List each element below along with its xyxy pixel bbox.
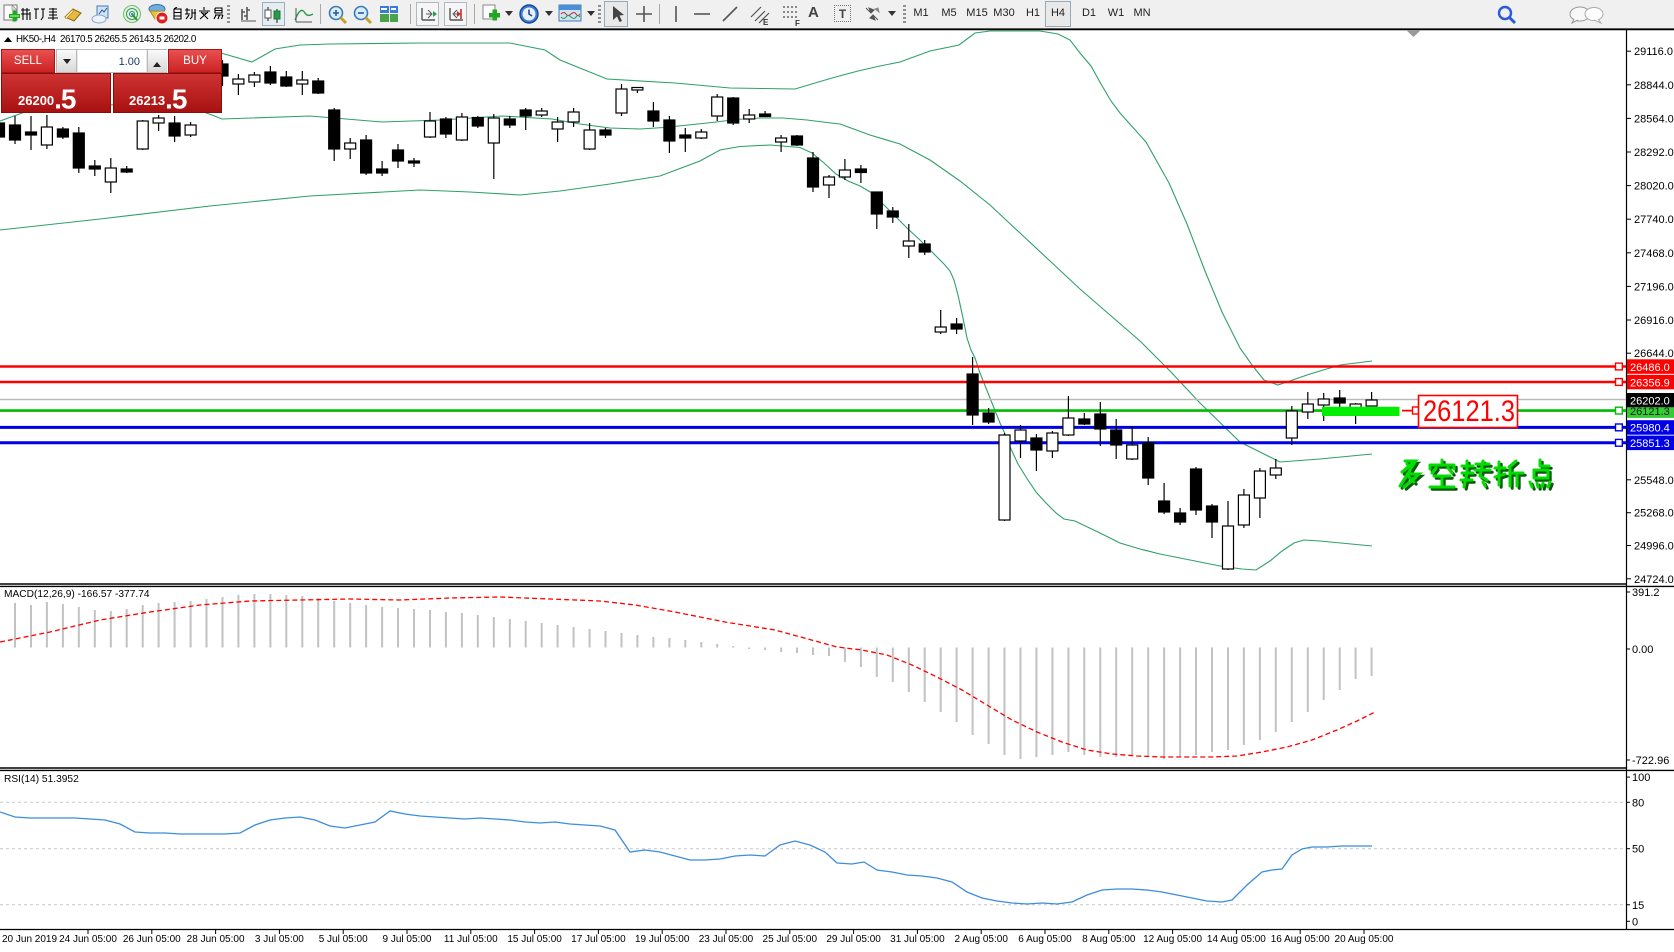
svg-text:15 Jul 05:00: 15 Jul 05:00	[507, 934, 562, 945]
svg-text:17 Jul 05:00: 17 Jul 05:00	[571, 934, 626, 945]
svg-text:28 Jun 05:00: 28 Jun 05:00	[187, 934, 245, 945]
svg-text:28292.0: 28292.0	[1634, 147, 1674, 159]
svg-text:RSI(14) 51.3952: RSI(14) 51.3952	[4, 774, 79, 785]
svg-text:24724.0: 24724.0	[1634, 574, 1674, 586]
svg-text:8 Aug 05:00: 8 Aug 05:00	[1082, 934, 1136, 945]
svg-text:28564.0: 28564.0	[1634, 113, 1674, 125]
svg-text:20 Aug 05:00: 20 Aug 05:00	[1335, 934, 1394, 945]
svg-text:28844.0: 28844.0	[1634, 80, 1674, 92]
svg-text:5 Jul 05:00: 5 Jul 05:00	[319, 934, 368, 945]
svg-text:26916.0: 26916.0	[1634, 315, 1674, 327]
svg-text:27740.0: 27740.0	[1634, 214, 1674, 226]
svg-text:26486.0: 26486.0	[1630, 362, 1670, 374]
svg-text:25268.0: 25268.0	[1634, 508, 1674, 520]
svg-text:20 Jun 2019: 20 Jun 2019	[2, 934, 57, 945]
svg-text:2 Aug 05:00: 2 Aug 05:00	[955, 934, 1009, 945]
svg-text:25 Jul 05:00: 25 Jul 05:00	[763, 934, 818, 945]
svg-text:28020.0: 28020.0	[1634, 181, 1674, 193]
svg-text:25548.0: 25548.0	[1634, 475, 1674, 487]
svg-text:-722.96: -722.96	[1632, 755, 1669, 767]
svg-text:24996.0: 24996.0	[1634, 541, 1674, 553]
svg-text:16 Aug 05:00: 16 Aug 05:00	[1271, 934, 1330, 945]
svg-text:23 Jul 05:00: 23 Jul 05:00	[699, 934, 754, 945]
svg-text:391.2: 391.2	[1632, 587, 1660, 599]
svg-text:14 Aug 05:00: 14 Aug 05:00	[1207, 934, 1266, 945]
svg-text:0.00: 0.00	[1632, 644, 1653, 656]
svg-text:29 Jul 05:00: 29 Jul 05:00	[826, 934, 881, 945]
svg-text:9 Jul 05:00: 9 Jul 05:00	[383, 934, 432, 945]
svg-text:31 Jul 05:00: 31 Jul 05:00	[890, 934, 945, 945]
svg-text:26644.0: 26644.0	[1634, 348, 1674, 360]
svg-text:50: 50	[1632, 844, 1644, 856]
svg-text:MACD(12,26,9) -166.57 -377.74: MACD(12,26,9) -166.57 -377.74	[4, 589, 150, 600]
svg-text:0: 0	[1632, 916, 1638, 928]
svg-text:26121.3: 26121.3	[1630, 406, 1670, 418]
svg-text:F: F	[795, 19, 800, 27]
svg-text:11 Jul 05:00: 11 Jul 05:00	[444, 934, 498, 945]
svg-text:80: 80	[1632, 797, 1644, 809]
svg-text:25980.4: 25980.4	[1630, 423, 1670, 435]
svg-text:25851.3: 25851.3	[1630, 438, 1670, 450]
svg-text:27196.0: 27196.0	[1634, 281, 1674, 293]
svg-text:6 Aug 05:00: 6 Aug 05:00	[1018, 934, 1072, 945]
svg-text:26121.3: 26121.3	[1423, 395, 1515, 428]
svg-text:15: 15	[1632, 900, 1644, 912]
svg-text:26202.0: 26202.0	[1630, 396, 1670, 408]
svg-text:12 Aug 05:00: 12 Aug 05:00	[1143, 934, 1202, 945]
svg-text:3 Jul 05:00: 3 Jul 05:00	[255, 934, 304, 945]
svg-text:100: 100	[1632, 772, 1650, 784]
svg-text:29116.0: 29116.0	[1634, 46, 1673, 58]
svg-text:24 Jun 05:00: 24 Jun 05:00	[59, 934, 117, 945]
svg-text:E: E	[763, 18, 769, 27]
svg-text:19 Jul 05:00: 19 Jul 05:00	[635, 934, 690, 945]
svg-text:26 Jun 05:00: 26 Jun 05:00	[123, 934, 181, 945]
svg-text:27468.0: 27468.0	[1634, 248, 1674, 260]
svg-text:26356.9: 26356.9	[1630, 377, 1670, 389]
